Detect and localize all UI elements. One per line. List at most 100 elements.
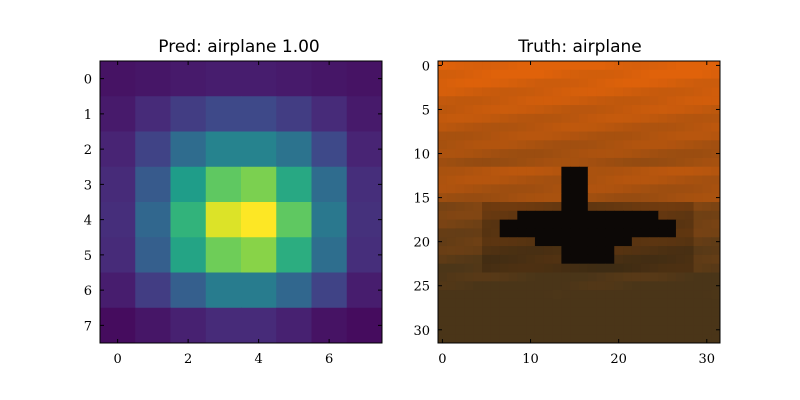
image-pixel [473, 325, 483, 335]
image-pixel [552, 175, 562, 185]
image-pixel [711, 237, 721, 247]
image-pixel [623, 290, 633, 300]
image-pixel [649, 87, 659, 97]
image-pixel [596, 175, 606, 185]
image-pixel [693, 281, 703, 291]
image-pixel [455, 193, 465, 203]
image-pixel [702, 122, 712, 132]
image-pixel [587, 61, 598, 71]
heatmap-cell [241, 307, 277, 344]
image-pixel [702, 149, 712, 159]
image-pixel [438, 219, 448, 229]
image-pixel [587, 69, 598, 80]
image-pixel [543, 316, 554, 326]
image-pixel [438, 237, 448, 247]
image-pixel [526, 307, 536, 318]
image-pixel [526, 325, 536, 335]
image-pixel [570, 228, 580, 238]
image-pixel [693, 61, 703, 71]
image-pixel [455, 325, 465, 335]
image-pixel [455, 281, 465, 291]
image-pixel [473, 290, 483, 300]
image-pixel [526, 157, 536, 168]
image-pixel [534, 105, 545, 115]
image-pixel [570, 281, 580, 291]
image-pixel [543, 307, 554, 318]
image-pixel [693, 69, 703, 80]
image-pixel [446, 105, 457, 115]
image-pixel [605, 263, 615, 273]
image-pixel [473, 105, 483, 115]
image-pixel [543, 325, 554, 335]
image-pixel [623, 272, 633, 282]
image-pixel [605, 149, 615, 159]
image-pixel [614, 69, 624, 80]
y-tick-label: 0 [84, 73, 92, 88]
image-pixel [605, 307, 615, 318]
image-pixel [702, 325, 712, 335]
image-pixel [693, 290, 703, 300]
image-pixel [658, 325, 668, 335]
image-pixel [561, 87, 571, 97]
image-pixel [499, 193, 509, 203]
image-pixel [667, 263, 677, 273]
image-pixel [693, 122, 703, 132]
image-pixel [508, 131, 518, 141]
image-pixel [596, 254, 606, 265]
image-pixel [684, 105, 695, 115]
image-pixel [587, 157, 598, 168]
image-pixel [455, 157, 465, 168]
image-pixel [667, 290, 677, 300]
image-pixel [596, 140, 606, 150]
image-pixel [446, 298, 457, 309]
image-pixel [499, 307, 509, 318]
image-pixel [667, 175, 677, 185]
image-pixel [438, 157, 448, 168]
image-pixel [596, 228, 606, 238]
image-pixel [596, 166, 606, 177]
heatmap-cell [170, 96, 207, 132]
image-pixel [623, 140, 633, 150]
image-pixel [446, 219, 457, 229]
image-pixel [623, 78, 633, 88]
y-tick-label: 4 [84, 214, 92, 229]
image-pixel [623, 307, 633, 318]
image-pixel [570, 237, 580, 247]
image-pixel [508, 166, 518, 177]
image-pixel [499, 272, 509, 282]
image-pixel [649, 122, 659, 132]
image-pixel [614, 87, 624, 97]
image-pixel [570, 149, 580, 159]
image-pixel [561, 272, 571, 282]
image-pixel [702, 290, 712, 300]
image-pixel [482, 78, 492, 88]
image-pixel [614, 61, 624, 71]
image-pixel [711, 131, 721, 141]
x-tick-label: 0 [113, 352, 121, 367]
image-pixel [596, 316, 606, 326]
image-pixel [438, 290, 448, 300]
image-pixel [455, 122, 465, 132]
y-tick-label: 5 [422, 103, 430, 118]
image-pixel [702, 254, 712, 265]
image-pixel [631, 175, 642, 185]
image-pixel [464, 228, 474, 238]
image-pixel [675, 105, 686, 115]
image-pixel [570, 140, 580, 150]
image-pixel [517, 149, 527, 159]
image-pixel [552, 228, 562, 238]
image-pixel [543, 281, 554, 291]
image-pixel [464, 149, 474, 159]
image-pixel [684, 307, 695, 318]
image-pixel [499, 122, 509, 132]
image-pixel [561, 237, 571, 247]
image-pixel [640, 334, 650, 344]
image-pixel [438, 78, 448, 88]
image-pixel [570, 184, 580, 194]
image-pixel [614, 175, 624, 185]
image-pixel [711, 61, 721, 71]
image-pixel [631, 166, 642, 177]
image-pixel [693, 96, 703, 106]
image-pixel [508, 140, 518, 150]
